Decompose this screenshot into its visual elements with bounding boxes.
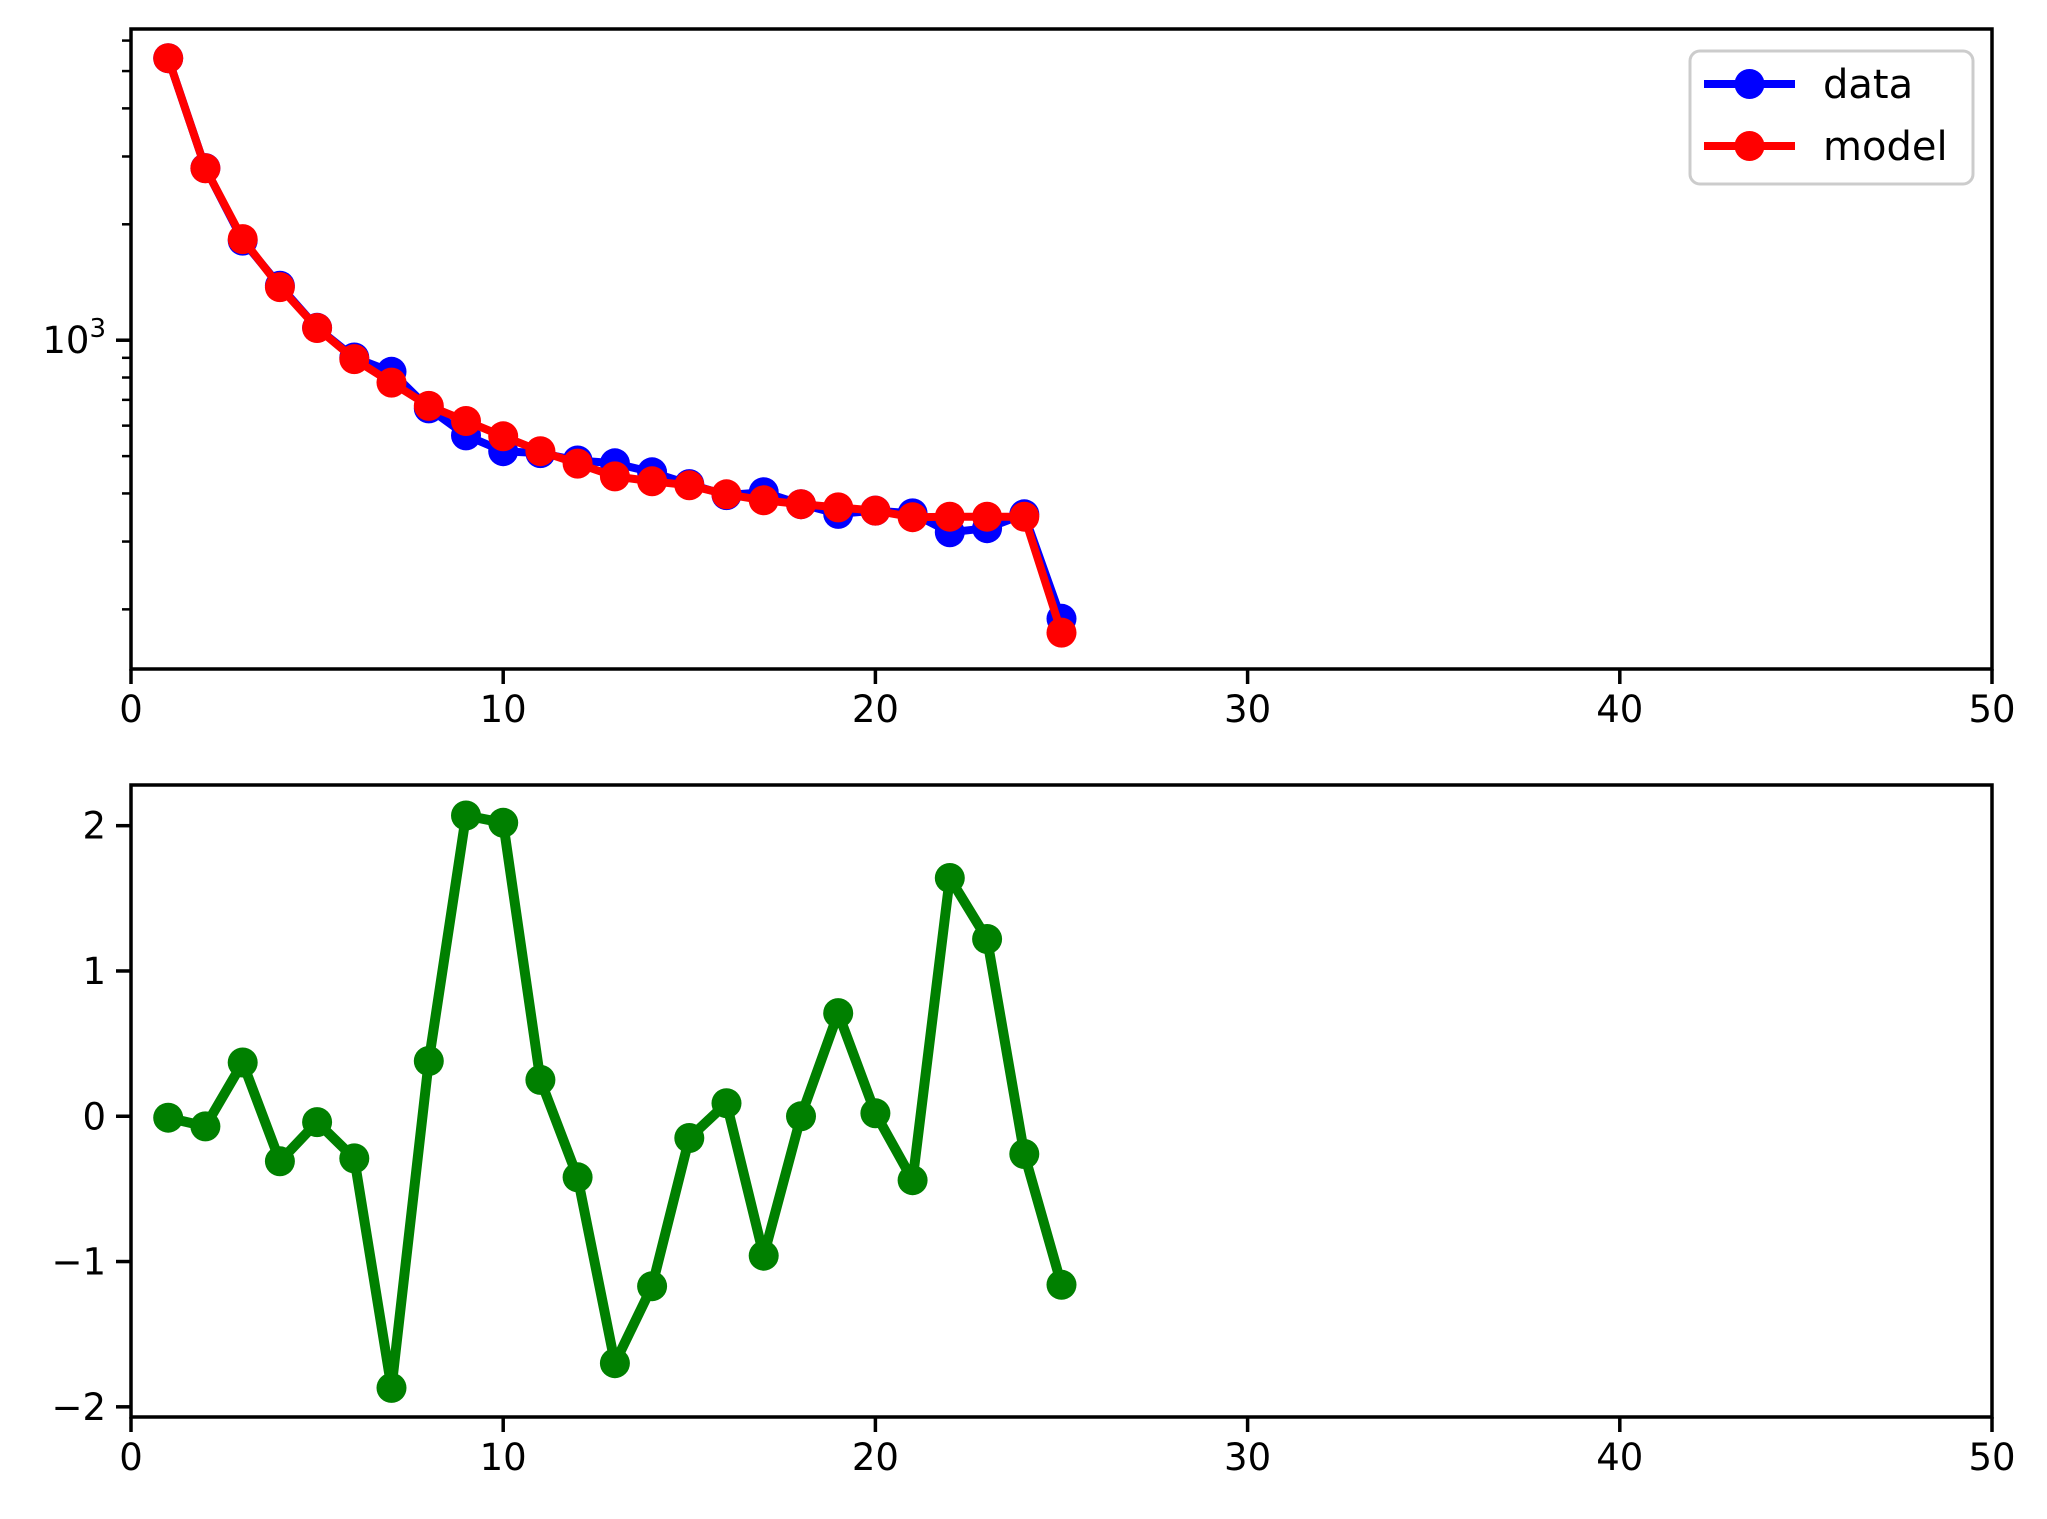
y-tick-label: 2 bbox=[82, 805, 106, 848]
x-tick-label: 20 bbox=[852, 688, 899, 731]
residuals-point-marker bbox=[972, 924, 1003, 954]
residuals-point-marker bbox=[562, 1162, 593, 1193]
model-point-marker bbox=[1009, 501, 1040, 532]
model-point-marker bbox=[860, 495, 891, 526]
residuals-point-marker bbox=[748, 1240, 779, 1271]
residuals-point-marker bbox=[1009, 1139, 1040, 1169]
x-tick-label: 40 bbox=[1596, 1436, 1643, 1479]
y-tick-label: −2 bbox=[51, 1386, 106, 1429]
model-point-marker bbox=[451, 406, 481, 436]
model-point-marker bbox=[525, 436, 556, 467]
model-point-marker bbox=[599, 461, 630, 492]
model-point-marker bbox=[711, 479, 742, 510]
residuals-point-marker bbox=[488, 807, 519, 838]
model-point-marker bbox=[153, 43, 184, 74]
model-point-marker bbox=[972, 501, 1003, 532]
residuals-series-line bbox=[167, 810, 1067, 1393]
residuals-point-marker bbox=[674, 1123, 705, 1153]
model-point-marker bbox=[302, 313, 333, 343]
x-tick-label: 30 bbox=[1224, 688, 1271, 731]
model-series-line bbox=[164, 56, 1066, 634]
legend: data model bbox=[1688, 49, 1975, 186]
residuals-point-marker bbox=[1046, 1269, 1077, 1300]
x-tick-label: 50 bbox=[1968, 1436, 2015, 1479]
model-point-marker bbox=[562, 448, 593, 479]
x-tick-label: 30 bbox=[1224, 1436, 1271, 1479]
y-tick-label: −1 bbox=[51, 1241, 106, 1284]
y-tick-label: 1 bbox=[82, 950, 106, 993]
top-plot: 0 10 20 30 40 50 103 data model bbox=[42, 27, 2016, 731]
residuals-point-marker bbox=[302, 1107, 333, 1138]
residuals-point-marker bbox=[525, 1064, 556, 1095]
x-tick-label: 20 bbox=[852, 1436, 899, 1479]
axes-frame bbox=[129, 27, 1994, 671]
y-tick-label-power: 103 bbox=[42, 314, 106, 362]
y-tick-label: 0 bbox=[82, 1095, 106, 1138]
residuals-point-marker bbox=[599, 1348, 630, 1379]
residuals-point-marker bbox=[227, 1047, 258, 1078]
legend-marker-sample bbox=[1734, 69, 1765, 99]
residuals-point-marker bbox=[711, 1088, 742, 1119]
x-tick-label: 10 bbox=[480, 1436, 527, 1479]
legend-label: data bbox=[1823, 62, 1913, 108]
residuals-point-marker bbox=[451, 800, 481, 831]
model-point-marker bbox=[786, 489, 816, 520]
legend-item-model: model bbox=[1704, 124, 1948, 170]
model-point-marker bbox=[823, 492, 854, 523]
model-point-marker bbox=[934, 501, 965, 532]
model-point-marker bbox=[264, 272, 295, 303]
model-point-marker bbox=[1046, 617, 1077, 648]
bottom-plot: 0 10 20 30 40 50 −2 −1 0 1 2 bbox=[51, 783, 2016, 1479]
model-point-marker bbox=[748, 485, 779, 516]
model-point-marker bbox=[413, 390, 444, 421]
model-point-marker bbox=[227, 224, 258, 255]
residuals-point-marker bbox=[637, 1271, 668, 1302]
residuals-point-marker bbox=[190, 1111, 221, 1142]
model-point-marker bbox=[488, 421, 519, 452]
residuals-point-marker bbox=[823, 998, 854, 1029]
residuals-point-marker bbox=[934, 863, 965, 893]
legend-marker-sample bbox=[1734, 131, 1765, 161]
legend-label: model bbox=[1823, 124, 1948, 170]
residuals-point-marker bbox=[786, 1101, 816, 1132]
model-point-marker bbox=[190, 153, 221, 184]
axes-frame bbox=[129, 783, 1994, 1419]
data-series-line bbox=[164, 56, 1066, 621]
residuals-point-marker bbox=[339, 1143, 370, 1174]
x-tick-label: 50 bbox=[1968, 688, 2015, 731]
x-tick-label: 0 bbox=[119, 1436, 143, 1479]
legend-item-data: data bbox=[1704, 62, 1913, 108]
model-point-marker bbox=[897, 502, 928, 533]
model-point-marker bbox=[376, 367, 407, 398]
residuals-point-marker bbox=[897, 1165, 928, 1196]
model-point-marker bbox=[339, 344, 370, 375]
x-tick-label: 0 bbox=[119, 688, 143, 731]
x-tick-label: 40 bbox=[1596, 688, 1643, 731]
residuals-point-marker bbox=[153, 1102, 184, 1133]
residuals-point-marker bbox=[264, 1146, 295, 1177]
model-point-marker bbox=[674, 470, 705, 501]
residuals-point-marker bbox=[413, 1046, 444, 1076]
residuals-point-marker bbox=[376, 1372, 407, 1403]
model-point-marker bbox=[637, 466, 668, 497]
x-tick-label: 10 bbox=[480, 688, 527, 731]
residuals-point-marker bbox=[860, 1098, 891, 1129]
